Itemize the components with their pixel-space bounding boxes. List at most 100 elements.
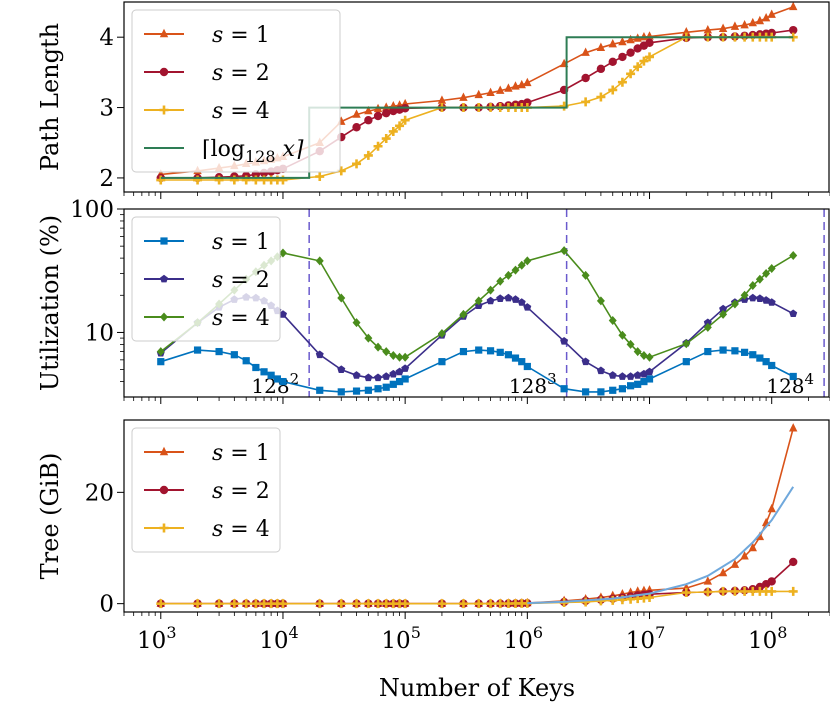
series-1 [157,346,797,396]
data-point [364,116,373,125]
data-point [523,362,531,371]
data-point [159,28,169,38]
data-point [608,85,618,95]
series-line [160,36,794,179]
data-point [504,293,513,302]
data-point [633,44,642,53]
data-point [157,358,165,366]
data-point [582,388,590,396]
data-point [748,542,757,552]
data-point [596,596,606,606]
data-point [337,293,346,303]
data-point [458,599,468,609]
data-point [389,369,398,378]
data-point [504,83,513,92]
data-point [718,567,728,577]
data-point [511,295,520,303]
data-point [767,586,777,596]
data-point [789,372,797,381]
data-point [518,358,526,366]
data-point [337,388,345,396]
plot-frame [123,1,830,193]
legend-box [131,427,281,553]
series-4 [160,36,794,179]
data-point [260,368,268,376]
data-point [730,299,739,309]
data-point [511,265,520,275]
data-point [364,333,373,343]
data-point [633,62,643,72]
data-point [278,599,288,609]
legend-label: ⌈log128 x⌉ [202,137,304,166]
data-point [486,285,495,295]
data-point [682,358,690,366]
data-point [267,371,275,379]
data-point [645,52,655,62]
data-point [762,358,770,366]
data-point [504,270,513,280]
x-tick-label: 103 [137,623,176,654]
data-point [719,309,728,319]
data-point [756,354,764,362]
data-point [740,20,749,29]
data-point [618,385,627,393]
data-point [596,42,606,51]
data-point [626,382,635,390]
data-point [581,357,590,366]
data-point [156,599,166,609]
data-point [788,586,798,596]
data-point [316,386,324,394]
data-point [374,385,382,393]
data-point [352,159,362,169]
data-point [159,523,169,533]
data-point [608,57,617,67]
data-point [401,375,409,383]
data-point [242,357,250,365]
data-point [315,599,325,609]
y-tick-label: 4 [99,25,114,51]
data-point [749,351,757,359]
data-point [596,92,606,102]
y-axis-label: Utilization (%) [36,215,64,391]
data-point [278,248,287,258]
data-point [363,599,373,609]
data-point [193,599,203,609]
legend-label: s = 1 [212,230,270,255]
data-point [315,256,324,266]
data-point [740,551,749,560]
data-point [626,372,635,380]
data-point [401,352,410,362]
data-point [560,246,569,256]
data-point [639,351,648,361]
data-point [160,274,168,283]
data-point [703,587,713,597]
data-point [395,352,404,362]
data-point [388,126,398,136]
legend-label: s = 2 [212,61,270,86]
x-tick-label: 108 [748,623,787,654]
data-point [193,346,202,354]
legend-label: s = 4 [212,99,270,124]
y-tick-label: 2 [99,166,114,192]
data-point [645,367,654,376]
y-tick-label: 20 [85,480,114,506]
data-point [389,380,397,388]
data-point [352,371,361,379]
data-point [740,348,749,356]
data-point [364,105,373,115]
data-point [352,599,362,609]
data-point [762,269,771,279]
series-4 [527,486,795,605]
data-point [761,12,771,22]
data-point [755,274,764,284]
data-point [160,312,168,322]
data-point [608,39,617,48]
data-point [618,52,627,62]
data-point [214,599,224,609]
data-point [560,385,568,393]
data-point [475,346,483,354]
data-point [789,309,798,317]
data-point [156,175,166,185]
data-point [374,342,383,352]
